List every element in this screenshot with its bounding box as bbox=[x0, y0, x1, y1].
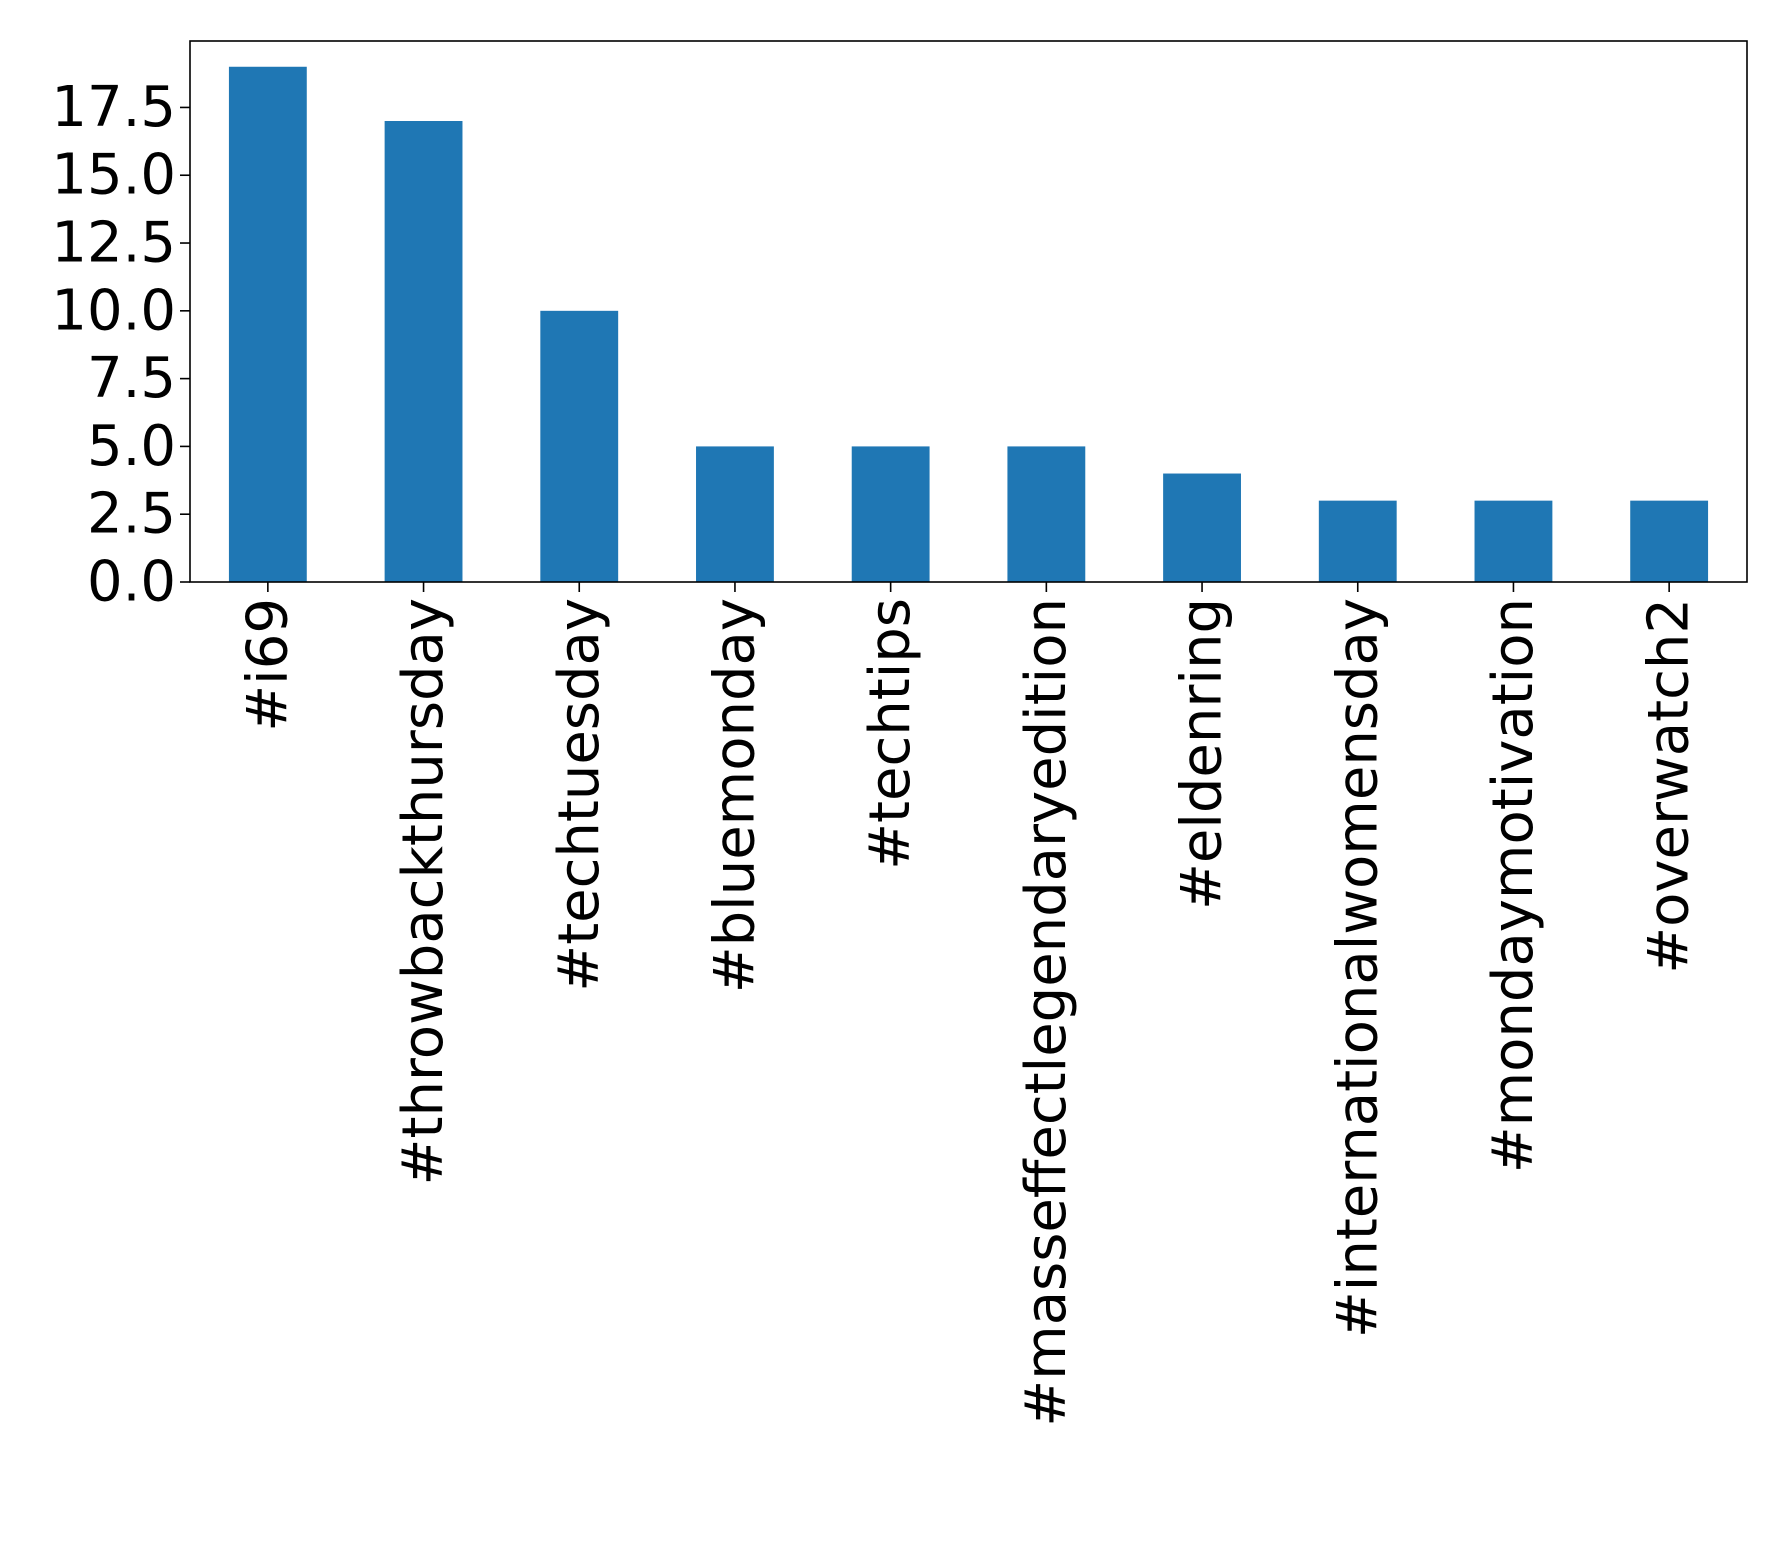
y-tick-label: 5.0 bbox=[87, 414, 176, 479]
bar-techtips bbox=[851, 446, 930, 582]
bar-overwatch2 bbox=[1630, 500, 1709, 582]
y-tick-label: 12.5 bbox=[51, 211, 176, 276]
bar-bluemonday bbox=[696, 446, 774, 582]
bar-mondaymotivation bbox=[1474, 500, 1553, 582]
bar-throwbackthursday bbox=[384, 120, 463, 582]
x-axis: #i69 #throwbackthursday #techtuesday #bluem… bbox=[235, 582, 1702, 1427]
bar-i69 bbox=[228, 66, 307, 582]
x-tick-label-throwbackthursday: #throwbackthursday bbox=[391, 598, 456, 1185]
y-tick-label: 17.5 bbox=[51, 75, 176, 140]
bar-techtuesday bbox=[540, 310, 619, 582]
y-tick-label: 7.5 bbox=[87, 346, 176, 411]
x-tick-label-techtuesday: #techtuesday bbox=[547, 598, 612, 992]
bar-internationalwomensday bbox=[1318, 500, 1397, 582]
bar-masseffectlegendaryedition bbox=[1007, 446, 1086, 582]
y-tick-label: 10.0 bbox=[51, 278, 176, 343]
y-tick-label: 2.5 bbox=[87, 482, 176, 547]
x-tick-label-internationalwomensday: #internationalwomensday bbox=[1325, 598, 1390, 1338]
bar-eldenring bbox=[1163, 473, 1241, 582]
y-tick-label: 15.0 bbox=[51, 143, 176, 208]
y-axis: 0.02.55.07.510.012.515.017.5 bbox=[51, 75, 190, 615]
plot-frame bbox=[189, 40, 1748, 583]
y-tick-label: 0.0 bbox=[87, 550, 176, 615]
x-tick-label-i69: #i69 bbox=[235, 598, 300, 732]
x-tick-label-masseffectlegendaryedition: #masseffectlegendaryedition bbox=[1014, 598, 1079, 1427]
x-tick-label-mondaymotivation: #mondaymotivation bbox=[1481, 598, 1546, 1173]
x-tick-label-techtips: #techtips bbox=[858, 598, 923, 870]
bars-group bbox=[228, 66, 1709, 582]
x-tick-label-eldenring: #eldenring bbox=[1170, 598, 1235, 910]
x-tick-label-bluemonday: #bluemonday bbox=[702, 598, 767, 993]
x-tick-label-overwatch2: #overwatch2 bbox=[1637, 598, 1702, 974]
